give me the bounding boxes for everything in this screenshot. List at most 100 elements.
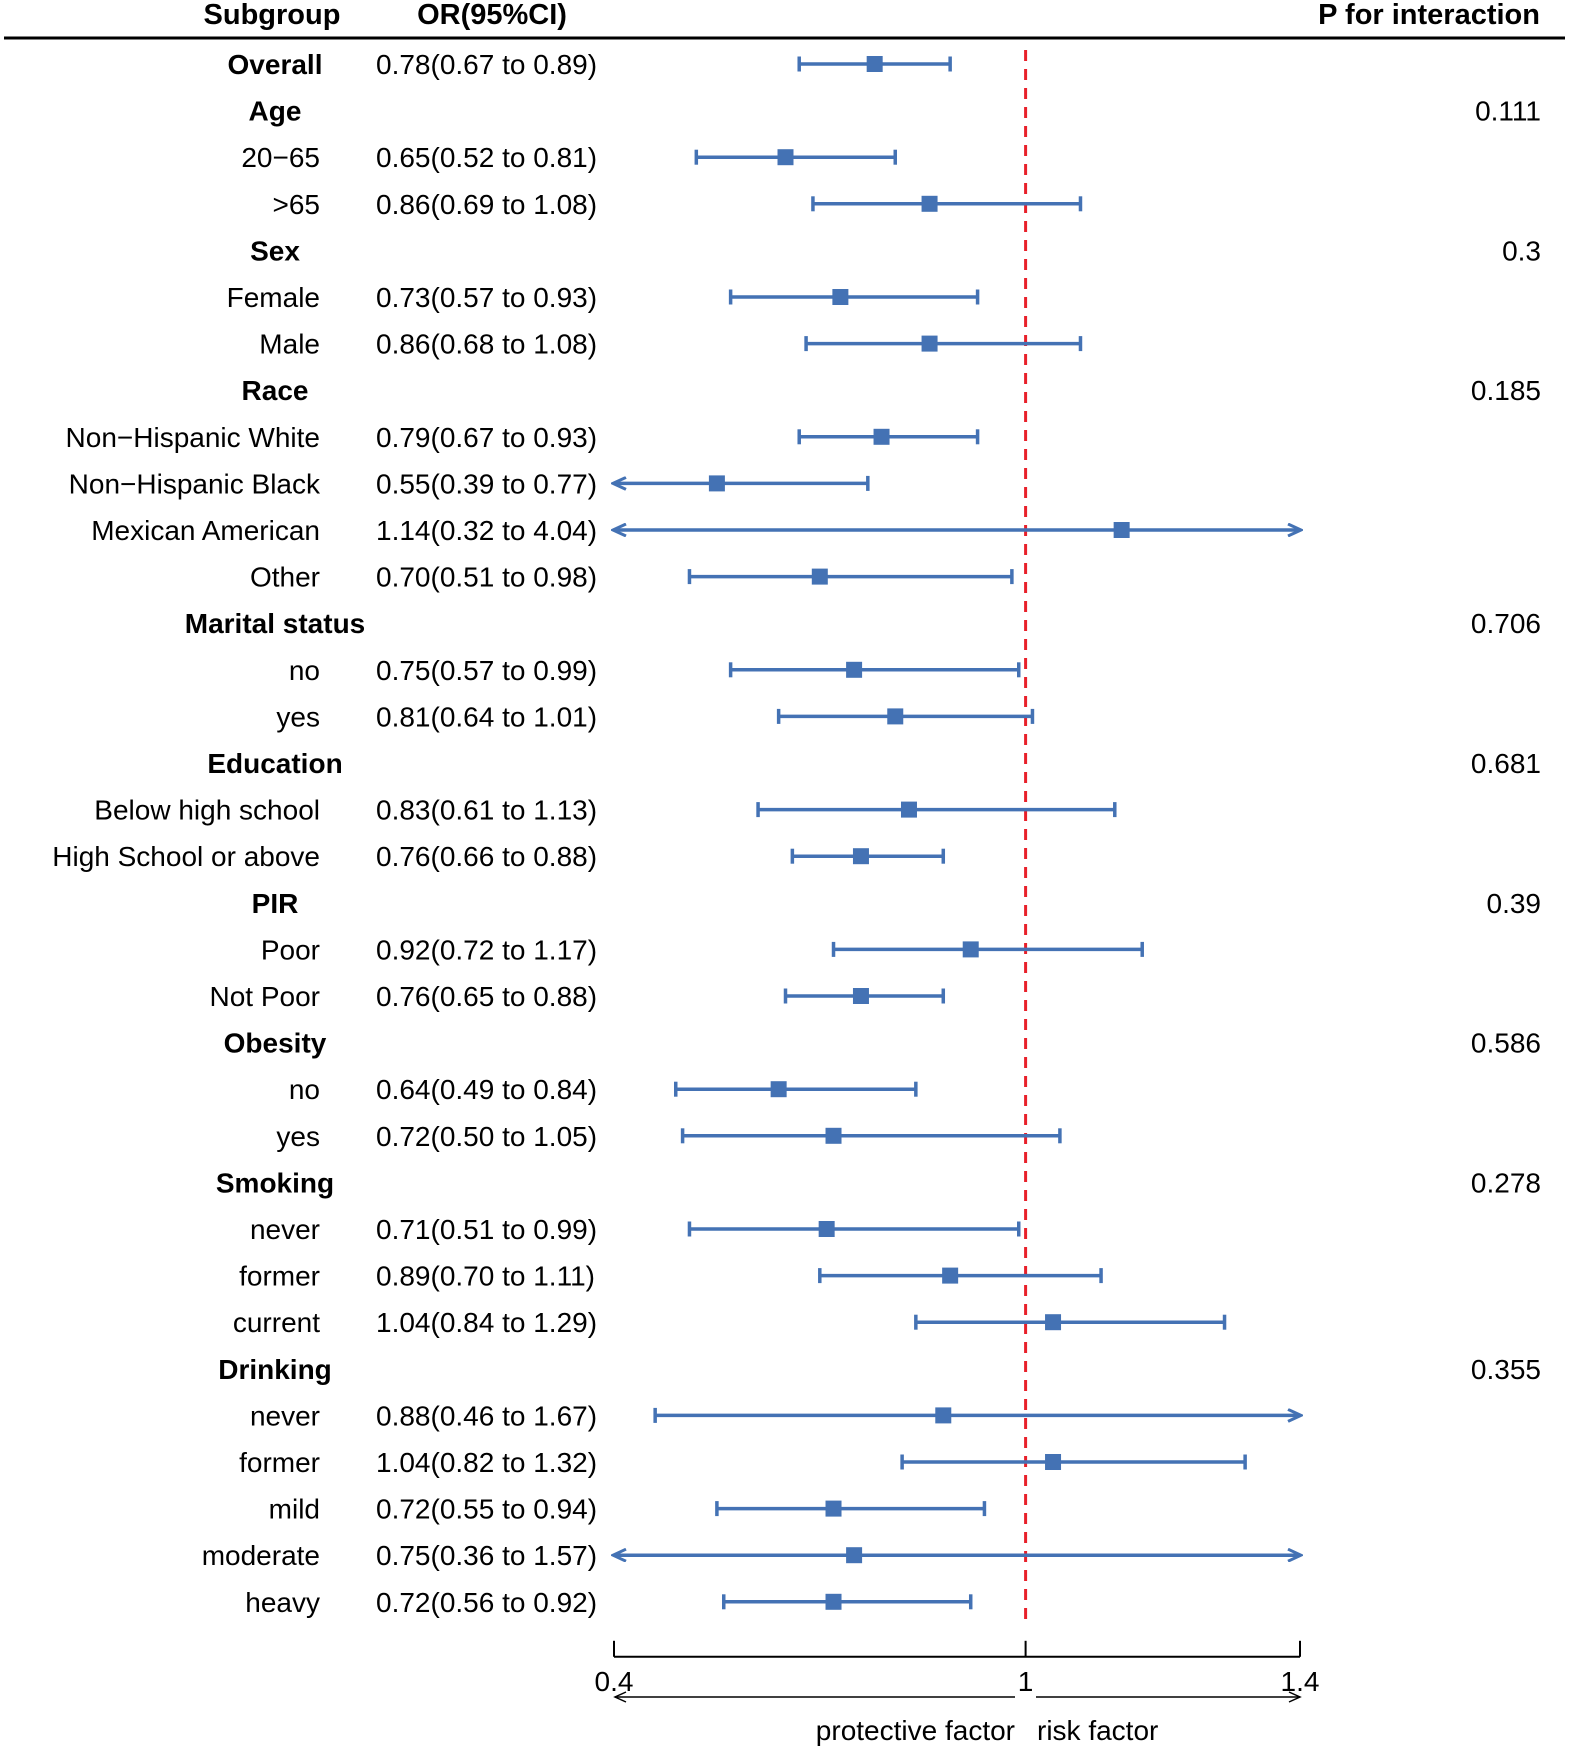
subgroup-label: Female [227,282,320,313]
p-value: 0.355 [1471,1354,1541,1385]
forest-row: PIR 0.39 [252,888,1541,919]
p-interaction-header: P for interaction [1318,0,1540,31]
or-ci-value: 0.89(0.70 to 1.11) [376,1261,595,1292]
or-ci-value: 0.76(0.65 to 0.88) [376,981,597,1012]
or-ci-value: 0.86(0.68 to 1.08) [376,329,597,360]
point-estimate [1045,1454,1062,1470]
p-value: 0.681 [1471,748,1541,779]
point-estimate [852,848,869,865]
forest-row: heavy 0.72(0.56 to 0.92) [245,1587,973,1618]
point-estimate [825,1500,842,1517]
forest-row: Other 0.70(0.51 to 0.98) [250,562,1014,593]
subgroup-label: 20−65 [241,142,320,173]
point-estimate [770,1081,787,1098]
forest-row: never 0.88(0.46 to 1.67) [250,1400,1300,1431]
forest-row: Mexican American 1.14(0.32 to 4.04) [91,515,1300,546]
subgroup-label: heavy [245,1587,320,1618]
subgroup-label: Mexican American [91,515,320,546]
group-label: Drinking [218,1354,332,1385]
group-label: Overall [228,49,323,80]
forest-row: Non−Hispanic Black 0.55(0.39 to 0.77) [69,468,870,499]
or-ci-value: 0.81(0.64 to 1.01) [376,701,597,732]
subgroup-label: never [250,1214,320,1245]
forest-row: Non−Hispanic White 0.79(0.67 to 0.93) [66,422,980,453]
or-ci-value: 0.88(0.46 to 1.67) [376,1400,597,1431]
forest-row: Smoking 0.278 [216,1167,1541,1198]
subgroup-label: never [250,1400,320,1431]
or-ci-value: 0.79(0.67 to 0.93) [376,422,597,453]
forest-row: Age 0.111 [249,96,1541,127]
or-ci-value: 0.65(0.52 to 0.81) [376,142,597,173]
or-ci-value: 0.72(0.50 to 1.05) [376,1121,597,1152]
forest-row: Not Poor 0.76(0.65 to 0.88) [210,981,946,1012]
subgroup-header: Subgroup [204,0,341,31]
subgroup-label: Non−Hispanic White [66,422,320,453]
subgroup-label: Non−Hispanic Black [69,468,321,499]
subgroup-label: current [233,1307,320,1338]
point-estimate [900,801,917,818]
point-estimate [832,289,849,305]
or-ci-value: 1.14(0.32 to 4.04) [376,515,597,546]
forest-row: High School or above 0.76(0.66 to 0.88) [52,841,946,872]
point-estimate [887,708,904,725]
forest-row: yes 0.72(0.50 to 1.05) [276,1121,1062,1152]
subgroup-label: High School or above [52,841,320,872]
or-ci-value: 0.55(0.39 to 0.77) [376,468,597,499]
point-estimate [825,1593,842,1610]
subgroup-label: no [289,655,320,686]
subgroup-label: no [289,1074,320,1105]
forest-row: >65 0.86(0.69 to 1.08) [273,189,1083,220]
or-ci-value: 0.75(0.36 to 1.57) [376,1540,597,1571]
group-label: Marital status [185,608,366,639]
group-label: Race [242,375,309,406]
subgroup-label: >65 [273,189,321,220]
group-label: PIR [252,888,299,919]
point-estimate [811,568,828,585]
or-ci-value: 0.76(0.66 to 0.88) [376,841,597,872]
or-ci-value: 0.64(0.49 to 0.84) [376,1074,597,1105]
group-label: Sex [250,235,300,266]
forest-row: Drinking 0.355 [218,1354,1541,1385]
point-estimate [777,149,794,166]
subgroup-label: Other [250,562,320,593]
x-tick-label: 1 [1018,1666,1034,1697]
point-estimate [942,1267,959,1284]
group-label: Age [249,96,302,127]
point-estimate [921,195,938,212]
subgroup-label: yes [276,1121,320,1152]
protective-factor-label: protective factor [816,1715,1015,1746]
risk-factor-label: risk factor [1037,1715,1158,1746]
forest-rows: Overall 0.78(0.67 to 0.89) Age 0.111 20−65 0.… [52,49,1541,1618]
or-ci-value: 0.72(0.56 to 0.92) [376,1587,597,1618]
or-ci-value: 1.04(0.82 to 1.32) [376,1447,597,1478]
point-estimate [873,428,890,445]
forest-row: Below high school 0.83(0.61 to 1.13) [94,795,1117,826]
or-ci-value: 0.92(0.72 to 1.17) [376,934,597,965]
x-tick-label: 0.4 [595,1666,634,1697]
p-value: 0.111 [1475,96,1541,127]
forest-row: Poor 0.92(0.72 to 1.17) [261,934,1144,965]
forest-row: moderate 0.75(0.36 to 1.57) [202,1540,1300,1571]
point-estimate [866,56,883,72]
forest-row: Education 0.681 [207,748,1541,779]
p-value: 0.586 [1471,1028,1541,1059]
forest-row: former 1.04(0.82 to 1.32) [239,1447,1247,1478]
or-ci-value: 0.78(0.67 to 0.89) [376,49,597,80]
subgroup-label: Below high school [94,795,320,826]
p-value: 0.278 [1471,1167,1541,1198]
point-estimate [825,1127,842,1144]
subgroup-label: former [239,1447,320,1478]
subgroup-label: Not Poor [210,981,321,1012]
forest-row: Female 0.73(0.57 to 0.93) [227,282,980,313]
or-ci-value: 0.73(0.57 to 0.93) [376,282,597,313]
p-value: 0.39 [1487,888,1542,919]
forest-row: current 1.04(0.84 to 1.29) [233,1307,1227,1338]
or-ci-value: 1.04(0.84 to 1.29) [376,1307,597,1338]
group-label: Obesity [224,1028,327,1059]
forest-row: Obesity 0.586 [224,1028,1541,1059]
point-estimate [818,1221,835,1237]
subgroup-label: yes [276,701,320,732]
or-ci-value: 0.83(0.61 to 1.13) [376,795,597,826]
x-axis: 0.4 1 1.4 [595,1640,1319,1697]
